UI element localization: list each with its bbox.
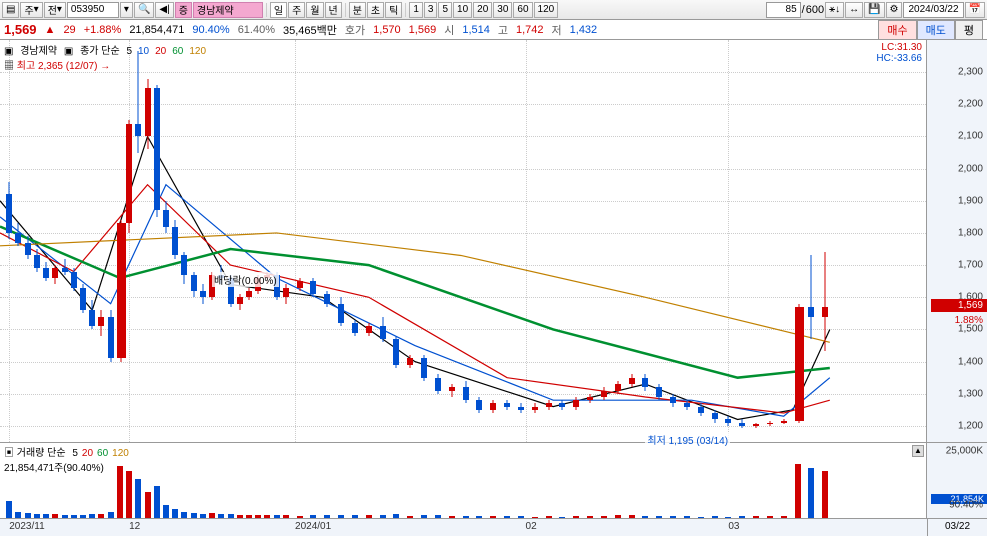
current-price: 1,569 xyxy=(4,22,37,37)
search-icon[interactable]: 🔍 xyxy=(134,2,154,18)
price-pct: +1.88% xyxy=(84,24,122,36)
tf-20-button[interactable]: 20 xyxy=(473,2,492,18)
tool-icon-2[interactable]: ↔ xyxy=(845,2,863,18)
tf-30-button[interactable]: 30 xyxy=(493,2,512,18)
expand-icon[interactable]: ▲ xyxy=(912,445,924,457)
date-display[interactable]: 2024/03/22 xyxy=(903,2,963,18)
ask-price: 1,569 xyxy=(409,24,437,36)
tf-week-button[interactable]: 주 xyxy=(288,2,305,18)
top-toolbar: ▤ 주 ▾ 전 ▾ ▾ 🔍 ◀| 증 경남제약 일 주 월 년 분 초 틱 1 … xyxy=(0,0,987,20)
sell-button[interactable]: 매도 xyxy=(917,20,955,40)
tf-5-button[interactable]: 5 xyxy=(438,2,452,18)
stock-name[interactable]: 경남제약 xyxy=(193,2,263,18)
count-input[interactable] xyxy=(766,2,801,18)
x-axis: 2023/11122024/010203 03/22 xyxy=(0,518,987,536)
info-row: 1,569 ▲ 29 +1.88% 21,854,471 90.40% 61.4… xyxy=(0,20,987,40)
low-value: 1,432 xyxy=(570,24,598,36)
hoga-label: 호가 xyxy=(345,22,365,38)
high-value: 1,742 xyxy=(516,24,544,36)
tf-day-button[interactable]: 일 xyxy=(270,2,287,18)
avg-button[interactable]: 평 xyxy=(955,20,983,40)
low-label: 저 xyxy=(552,22,562,38)
ratio-2: 61.40% xyxy=(238,24,275,36)
volume-y-axis: 25,000K21,854K90.40% xyxy=(927,443,987,518)
gear-icon[interactable]: ⚙ xyxy=(886,2,903,18)
tool-icon-1[interactable]: ⚹↓ xyxy=(825,2,844,18)
volume-legend: ▣ 거래량 단순 52060120 21,854,471주(90.40%) xyxy=(4,444,129,474)
prev-button[interactable]: 전 ▾ xyxy=(44,2,66,18)
buy-button[interactable]: 매수 xyxy=(878,20,916,40)
open-label: 시 xyxy=(444,22,454,38)
tf-month-button[interactable]: 월 xyxy=(306,2,323,18)
tf-120-button[interactable]: 120 xyxy=(534,2,559,18)
tf-min-button[interactable]: 분 xyxy=(349,2,366,18)
dropdown-icon[interactable]: ▾ xyxy=(120,2,133,18)
price-change: 29 xyxy=(63,24,75,36)
tf-sec-button[interactable]: 초 xyxy=(367,2,384,18)
price-y-axis: 1,2001,3001,4001,5001,6001,7001,8001,900… xyxy=(927,40,987,442)
trade-value: 35,465백만 xyxy=(283,22,337,38)
period-selector[interactable]: 주 ▾ xyxy=(20,2,42,18)
arrow-icon: ▲ xyxy=(45,24,56,36)
count-sep: / xyxy=(802,4,805,16)
tf-10-button[interactable]: 10 xyxy=(453,2,472,18)
bid-price: 1,570 xyxy=(373,24,401,36)
open-value: 1,514 xyxy=(462,24,490,36)
x-axis-right: 03/22 xyxy=(927,519,987,536)
price-chart[interactable]: ▣ 경남제약 ▣ 종가 단순 5102060120 ▦ 최고 2,365 (12… xyxy=(0,40,927,442)
x-axis-main: 2023/11122024/010203 xyxy=(0,519,927,536)
price-chart-wrap: ▣ 경남제약 ▣ 종가 단순 5102060120 ▦ 최고 2,365 (12… xyxy=(0,40,987,442)
tf-60-button[interactable]: 60 xyxy=(513,2,532,18)
calendar-icon[interactable]: 📅 xyxy=(965,2,985,18)
ticker-input[interactable] xyxy=(67,2,119,18)
volume-chart-wrap: ▣ 거래량 단순 52060120 21,854,471주(90.40%) ▲ … xyxy=(0,442,987,518)
list-icon[interactable]: ▤ xyxy=(2,2,19,18)
count-max: 600 xyxy=(806,4,824,16)
high-label: 고 xyxy=(498,22,508,38)
chart-icon[interactable]: ◀| xyxy=(155,2,173,18)
stock-badge: 증 xyxy=(175,2,192,18)
tf-1-button[interactable]: 1 xyxy=(409,2,423,18)
ratio-1: 90.40% xyxy=(192,24,229,36)
tf-3-button[interactable]: 3 xyxy=(424,2,438,18)
lc-hc-label: LC:31.30 HC:-33.66 xyxy=(876,42,922,64)
save-icon[interactable]: 💾 xyxy=(864,2,884,18)
volume-chart[interactable]: ▣ 거래량 단순 52060120 21,854,471주(90.40%) ▲ xyxy=(0,443,927,518)
chart-legend: ▣ 경남제약 ▣ 종가 단순 5102060120 ▦ 최고 2,365 (12… xyxy=(4,42,216,72)
volume-value: 21,854,471 xyxy=(129,24,184,36)
buy-sell-panel: 매수 매도 평 xyxy=(878,20,983,40)
tf-tick-button[interactable]: 틱 xyxy=(385,2,402,18)
tf-year-button[interactable]: 년 xyxy=(325,2,342,18)
